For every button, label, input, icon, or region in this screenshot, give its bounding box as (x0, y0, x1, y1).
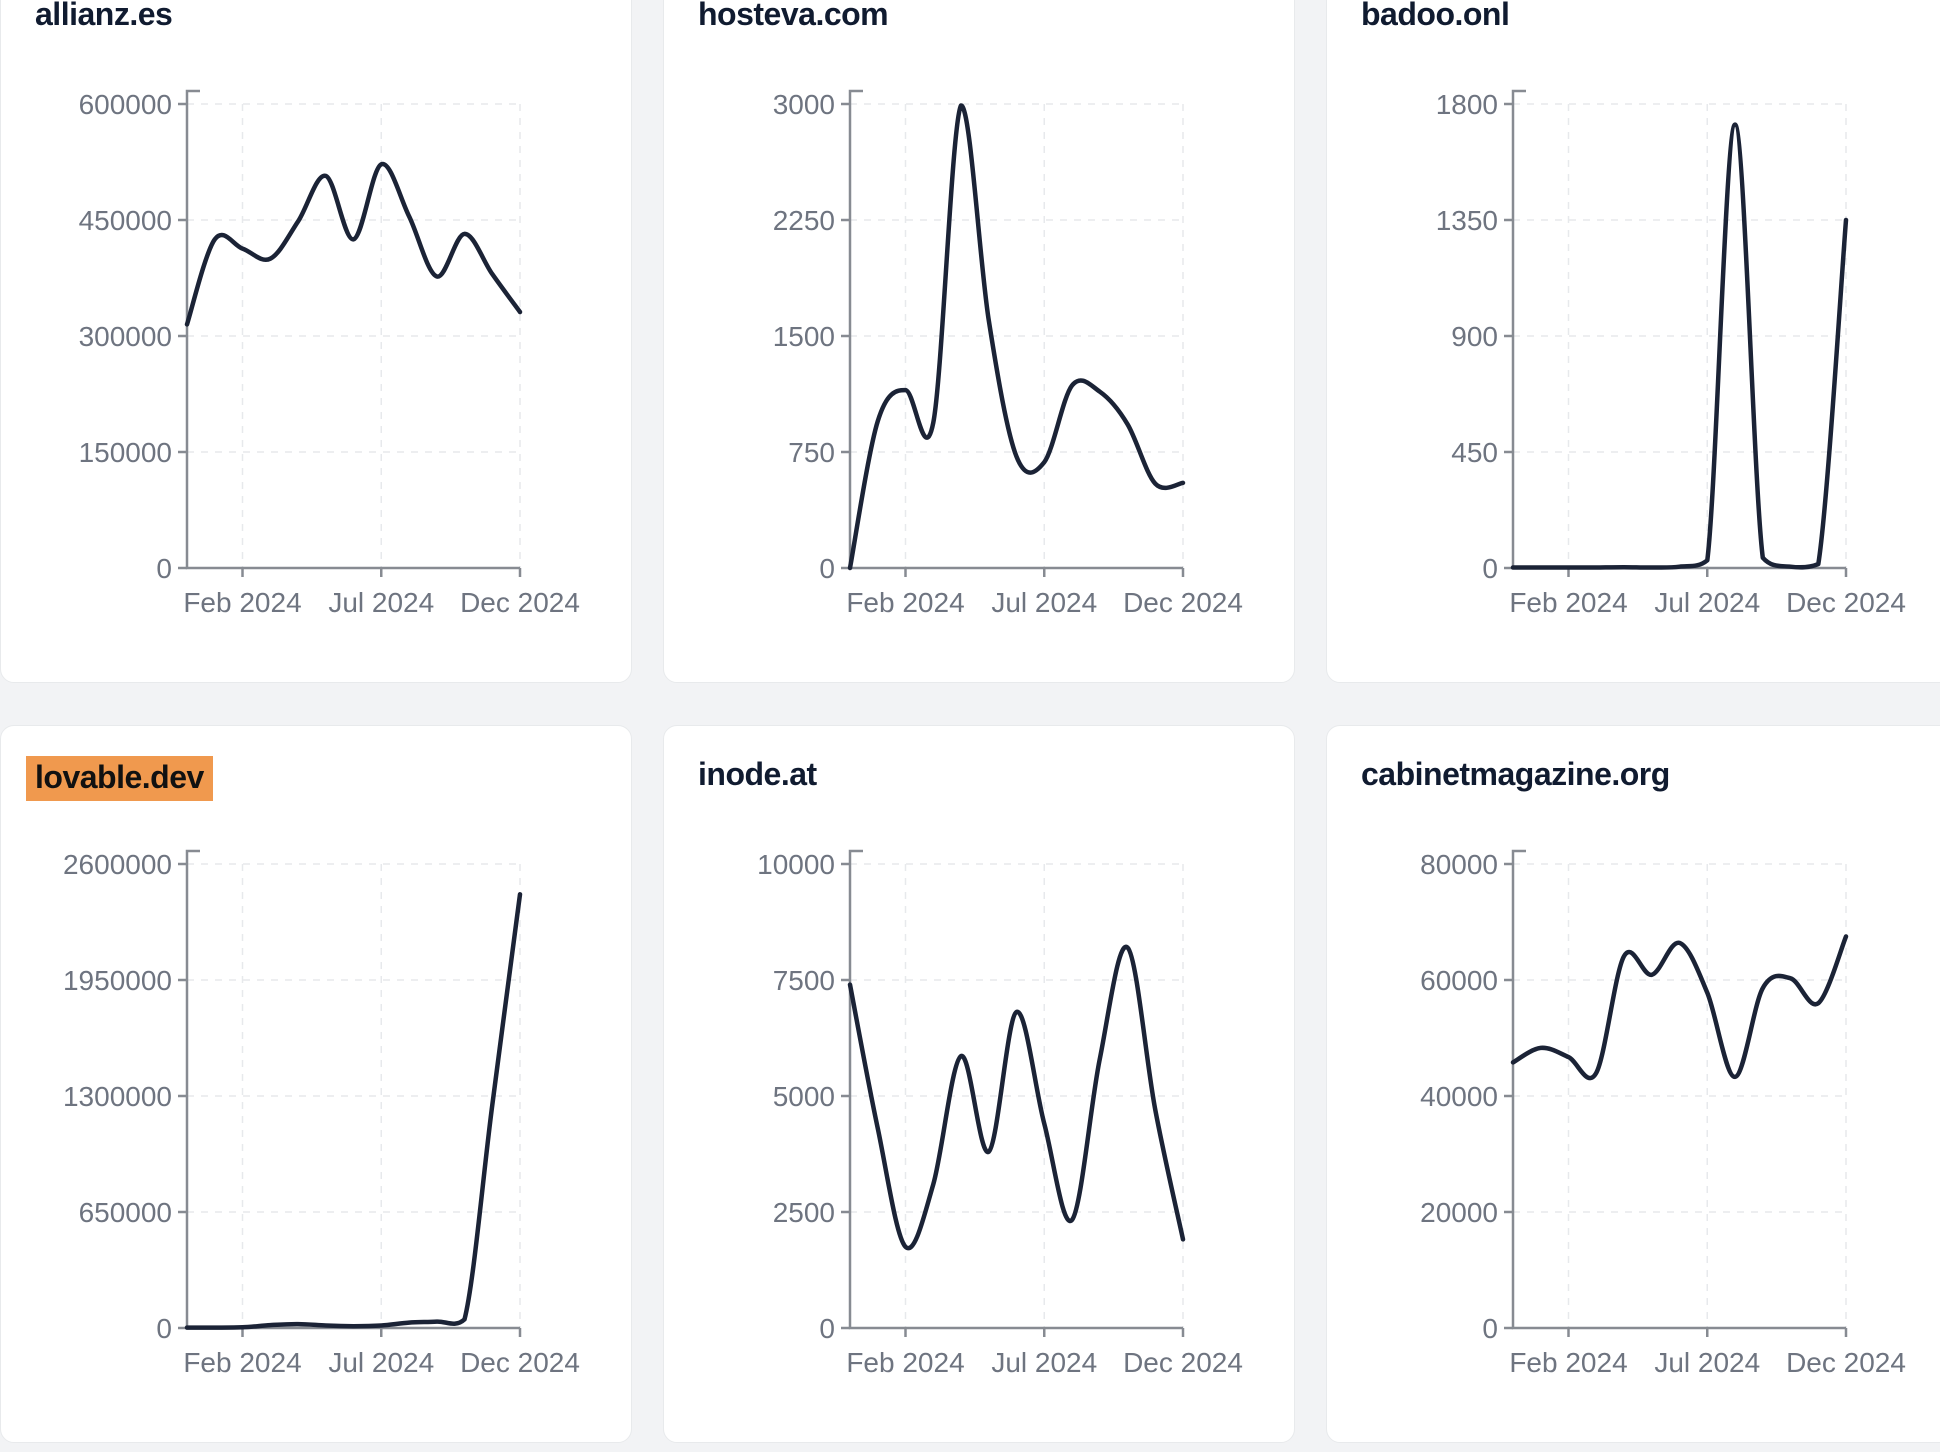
line-chart-4: 0 2500 5000 7500 10000 Feb 2024 Jul 2024 Dec 20… (757, 849, 1243, 1378)
y-tick-label: 450000 (79, 205, 172, 236)
domain-label: hosteva.com (698, 0, 889, 32)
chart-title-4: inode.at (698, 756, 817, 793)
y-tick-label: 0 (156, 1313, 172, 1344)
x-tick-label: Jul 2024 (1654, 1347, 1760, 1378)
x-tick-label: Dec 2024 (460, 587, 580, 618)
trend-line (1510, 122, 1849, 570)
y-tick-label: 40000 (1420, 1081, 1498, 1112)
x-tick-label: Jul 2024 (991, 1347, 1097, 1378)
y-tick-label: 900 (1451, 321, 1498, 352)
chart-card-2: badoo.onl 0 450 900 1350 1800 Feb 2024 Jul 202… (1326, 0, 1940, 683)
x-tick-label: Jul 2024 (1654, 587, 1760, 618)
y-tick-label: 650000 (79, 1197, 172, 1228)
x-tick-label: Feb 2024 (183, 1347, 301, 1378)
trend-line (847, 944, 1186, 1251)
x-tick-label: Jul 2024 (328, 1347, 434, 1378)
x-tick-label: Feb 2024 (1509, 1347, 1627, 1378)
line-chart-1: 0 750 1500 2250 3000 Feb 2024 Jul 2024 Dec 2024 (773, 89, 1243, 618)
trend-line (847, 103, 1186, 571)
y-tick-label: 60000 (1420, 965, 1498, 996)
y-tick-label: 1800 (1436, 89, 1498, 120)
x-tick-label: Jul 2024 (328, 587, 434, 618)
y-tick-label: 0 (819, 553, 835, 584)
domain-label: inode.at (698, 756, 817, 792)
chart-card-4: inode.at 0 2500 5000 7500 10000 Feb 2024 Jul 2… (663, 725, 1295, 1443)
chart-title-3: lovable.dev (26, 756, 213, 801)
y-tick-label: 750 (788, 437, 835, 468)
line-chart-5: 0 20000 40000 60000 80000 Feb 2024 Jul 2024 Dec… (1420, 849, 1906, 1378)
y-tick-label: 20000 (1420, 1197, 1498, 1228)
y-tick-label: 2600000 (63, 849, 172, 880)
y-tick-label: 2500 (773, 1197, 835, 1228)
chart-card-3: lovable.dev 0 650000 1300000 1950000 2600000… (0, 725, 632, 1443)
x-tick-label: Jul 2024 (991, 587, 1097, 618)
chart-title-2: badoo.onl (1361, 0, 1510, 33)
y-tick-label: 80000 (1420, 849, 1498, 880)
domain-label: badoo.onl (1361, 0, 1510, 32)
y-tick-label: 1950000 (63, 965, 172, 996)
x-tick-label: Feb 2024 (846, 587, 964, 618)
y-tick-label: 7500 (773, 965, 835, 996)
y-tick-label: 5000 (773, 1081, 835, 1112)
y-tick-label: 450 (1451, 437, 1498, 468)
y-tick-label: 600000 (79, 89, 172, 120)
y-tick-label: 0 (1482, 1313, 1498, 1344)
trend-line (184, 162, 523, 327)
y-tick-label: 2250 (773, 205, 835, 236)
chart-card-5: cabinetmagazine.org 0 20000 40000 60000 8000… (1326, 725, 1940, 1443)
chart-title-5: cabinetmagazine.org (1361, 756, 1670, 793)
x-tick-label: Dec 2024 (1123, 587, 1243, 618)
y-tick-label: 150000 (79, 437, 172, 468)
x-tick-label: Dec 2024 (1786, 587, 1906, 618)
x-tick-label: Feb 2024 (1509, 587, 1627, 618)
x-tick-label: Feb 2024 (846, 1347, 964, 1378)
x-tick-label: Feb 2024 (183, 587, 301, 618)
y-tick-label: 0 (819, 1313, 835, 1344)
domain-label: allianz.es (35, 0, 173, 32)
chart-title-0: allianz.es (35, 0, 173, 33)
line-chart-0: 0 150000 300000 450000 600000 Feb 2024 Jul 202… (79, 89, 580, 618)
y-tick-label: 0 (1482, 553, 1498, 584)
y-tick-label: 1500 (773, 321, 835, 352)
x-tick-label: Dec 2024 (1786, 1347, 1906, 1378)
domain-label: lovable.dev (26, 756, 213, 801)
line-chart-3: 0 650000 1300000 1950000 2600000 Feb 2024 Jul … (63, 849, 580, 1378)
x-tick-label: Dec 2024 (1123, 1347, 1243, 1378)
y-tick-label: 300000 (79, 321, 172, 352)
chart-title-1: hosteva.com (698, 0, 889, 33)
line-chart-2: 0 450 900 1350 1800 Feb 2024 Jul 2024 Dec 2024 (1436, 89, 1906, 618)
trend-line (1510, 934, 1849, 1081)
domain-label: cabinetmagazine.org (1361, 756, 1670, 792)
chart-card-1: hosteva.com 0 750 1500 2250 3000 Feb 2024 Jul … (663, 0, 1295, 683)
trend-line (184, 892, 523, 1330)
y-tick-label: 10000 (757, 849, 835, 880)
chart-card-0: allianz.es 0 150000 300000 450000 600000 Feb … (0, 0, 632, 683)
x-tick-label: Dec 2024 (460, 1347, 580, 1378)
y-tick-label: 0 (156, 553, 172, 584)
y-tick-label: 1300000 (63, 1081, 172, 1112)
y-tick-label: 3000 (773, 89, 835, 120)
y-tick-label: 1350 (1436, 205, 1498, 236)
